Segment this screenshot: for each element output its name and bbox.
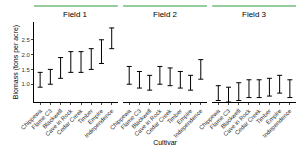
svg-text:Timber: Timber (77, 108, 94, 125)
svg-text:Timber: Timber (255, 108, 272, 125)
svg-text:1.5: 1.5 (21, 67, 30, 73)
svg-text:Blackwell: Blackwell (220, 108, 242, 130)
svg-text:Empire: Empire (176, 107, 194, 125)
svg-text:1.0: 1.0 (21, 81, 30, 87)
svg-text:Cedar Creek: Cedar Creek (234, 107, 263, 136)
svg-text:Timber: Timber (166, 108, 183, 125)
svg-text:Flame C3: Flame C3 (31, 107, 54, 130)
svg-text:Blackwell: Blackwell (41, 108, 63, 130)
svg-text:Chippewa: Chippewa (198, 107, 222, 131)
svg-text:Cultivar: Cultivar (153, 139, 177, 146)
svg-text:Empire: Empire (265, 107, 283, 125)
svg-text:2.5: 2.5 (21, 37, 30, 43)
svg-text:Field 1: Field 1 (63, 10, 88, 19)
svg-text:Cave in Rock: Cave in Rock (133, 107, 163, 137)
svg-text:Flame C3: Flame C3 (120, 107, 143, 130)
svg-text:Empire: Empire (87, 107, 105, 125)
svg-text:Cedar Creek: Cedar Creek (56, 107, 85, 136)
svg-text:Cave in Rock: Cave in Rock (44, 107, 74, 137)
svg-text:Independence: Independence (262, 107, 294, 139)
svg-text:Chippewa: Chippewa (20, 107, 44, 131)
svg-text:Independence: Independence (172, 107, 204, 139)
svg-text:Field 2: Field 2 (153, 10, 178, 19)
svg-text:Chippewa: Chippewa (109, 107, 133, 131)
svg-text:Flame C3: Flame C3 (209, 107, 232, 130)
svg-text:Biomass (tons per acre): Biomass (tons per acre) (12, 25, 20, 99)
svg-text:Cedar Creek: Cedar Creek (145, 107, 174, 136)
svg-text:2.0: 2.0 (21, 52, 30, 58)
svg-text:Field 3: Field 3 (242, 10, 267, 19)
svg-text:Cave in Rock: Cave in Rock (222, 107, 252, 137)
svg-text:Independence: Independence (83, 107, 115, 139)
svg-text:Blackwell: Blackwell (131, 108, 153, 130)
